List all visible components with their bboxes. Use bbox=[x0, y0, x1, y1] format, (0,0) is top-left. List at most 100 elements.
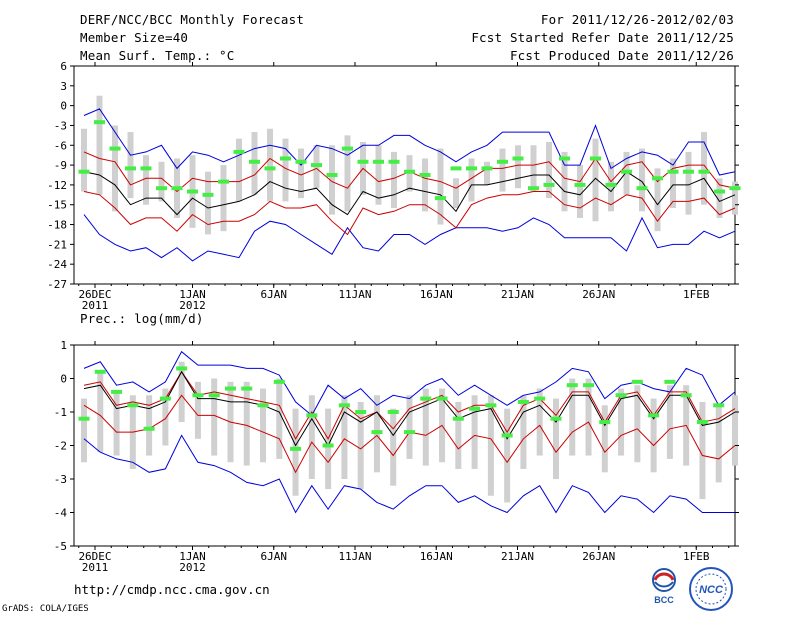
prec-observed-marker bbox=[696, 420, 708, 425]
prec-observed-marker bbox=[501, 433, 513, 438]
temp-observed-marker bbox=[621, 169, 632, 174]
prec-y-tick-label: -2 bbox=[54, 440, 67, 453]
prec-spread-box bbox=[715, 405, 722, 483]
temp-spread-box bbox=[127, 132, 134, 199]
temp-spread-box bbox=[205, 171, 211, 235]
prec-observed-marker bbox=[143, 426, 155, 431]
temp-observed-marker bbox=[404, 169, 415, 174]
prec-spread-box bbox=[276, 378, 283, 459]
prec-observed-marker bbox=[615, 393, 627, 398]
prec-spread-box bbox=[487, 395, 494, 496]
temp-observed-marker bbox=[187, 189, 198, 194]
prec-spread-box bbox=[292, 408, 299, 496]
member-size: Member Size=40 bbox=[80, 30, 189, 45]
prec-y-tick-label: 1 bbox=[60, 339, 67, 352]
temp-spread-box bbox=[685, 151, 692, 215]
prec-spread-box bbox=[357, 401, 364, 490]
prec-spread-box bbox=[406, 395, 413, 459]
prec-spread-box bbox=[422, 388, 429, 466]
temp-spread-box bbox=[344, 135, 351, 212]
prec-observed-marker bbox=[176, 366, 188, 371]
prec-spread-box bbox=[113, 391, 120, 456]
prec-spread-box bbox=[666, 385, 673, 459]
prec-spread-box bbox=[325, 408, 332, 490]
temp-spread-box bbox=[96, 95, 103, 195]
temp-x-tick-label: 11JAN bbox=[338, 288, 371, 301]
prec-spread-box bbox=[601, 405, 608, 473]
prec-x-tick-label: 6JAN bbox=[261, 550, 288, 563]
temp-observed-marker bbox=[202, 192, 214, 197]
temp-observed-marker bbox=[590, 156, 601, 161]
temp-observed-marker bbox=[574, 182, 586, 187]
temp-series-sd-lower bbox=[83, 191, 736, 236]
source-url[interactable]: http://cmdp.ncc.cma.gov.cn bbox=[74, 582, 270, 597]
temp-spread-box bbox=[298, 148, 304, 199]
prec-observed-marker bbox=[404, 430, 415, 435]
temp-observed-marker bbox=[94, 120, 105, 125]
prec-observed-marker bbox=[469, 406, 481, 411]
temp-spread-box bbox=[453, 178, 459, 209]
prec-observed-marker bbox=[241, 386, 253, 391]
prec-spread-box bbox=[97, 371, 104, 453]
temp-y-tick-label: -27 bbox=[47, 278, 67, 291]
temp-y-tick-label: 3 bbox=[60, 80, 67, 93]
temp-y-tick-label: -9 bbox=[54, 159, 67, 172]
temp-x-tick-year: 2011 bbox=[82, 299, 109, 312]
temp-y-tick-label: -3 bbox=[54, 119, 67, 132]
temp-series-min bbox=[83, 214, 736, 262]
variable-label-temp: Mean Surf. Temp.: °C bbox=[80, 48, 235, 63]
prec-observed-marker bbox=[680, 393, 692, 398]
bcc-logo-text: BCC bbox=[654, 595, 674, 605]
prec-spread-box bbox=[732, 395, 738, 466]
temp-observed-marker bbox=[466, 166, 477, 171]
temp-observed-marker bbox=[512, 156, 524, 161]
temp-spread-box bbox=[530, 145, 537, 192]
temp-observed-marker bbox=[156, 186, 167, 191]
temp-observed-marker bbox=[419, 173, 431, 177]
temp-spread-box bbox=[112, 125, 118, 212]
prec-y-tick-label: -1 bbox=[54, 406, 67, 419]
temp-x-tick-label: 1FEB bbox=[683, 288, 710, 301]
temp-spread-box bbox=[375, 145, 382, 205]
prec-spread-box bbox=[552, 398, 559, 479]
temp-observed-marker bbox=[249, 159, 260, 164]
prec-spread-box bbox=[341, 395, 348, 479]
temp-observed-marker bbox=[218, 179, 229, 184]
temp-spread-box bbox=[437, 148, 444, 225]
temp-spread-box bbox=[701, 132, 707, 205]
prec-spread-box bbox=[536, 388, 543, 456]
temp-y-tick-label: -24 bbox=[47, 258, 67, 271]
prec-x-tick-label: 26JAN bbox=[582, 550, 615, 563]
temp-spread-box bbox=[592, 138, 599, 222]
temp-spread-box bbox=[716, 178, 723, 218]
prec-observed-marker bbox=[648, 413, 660, 418]
temp-observed-marker bbox=[342, 146, 353, 151]
temp-spread-box bbox=[499, 148, 506, 192]
temp-spread-box bbox=[670, 158, 676, 209]
temp-observed-marker bbox=[233, 149, 245, 154]
prec-series-mean bbox=[83, 370, 736, 447]
temp-observed-marker bbox=[311, 163, 322, 168]
prec-observed-marker bbox=[436, 396, 448, 401]
temp-observed-marker bbox=[497, 159, 508, 164]
temp-series-max bbox=[83, 108, 736, 176]
prec-observed-marker bbox=[127, 403, 139, 408]
temp-observed-marker bbox=[543, 182, 555, 187]
prec-spread-box bbox=[520, 395, 527, 469]
temp-y-tick-label: -12 bbox=[47, 179, 67, 192]
temp-spread-box bbox=[81, 128, 87, 192]
prec-spread-box bbox=[146, 395, 153, 456]
temp-observed-marker bbox=[636, 186, 648, 191]
temp-spread-box bbox=[732, 181, 738, 215]
prec-observed-marker bbox=[111, 389, 123, 394]
temp-spread-box bbox=[267, 128, 273, 202]
prec-observed-marker bbox=[290, 446, 302, 451]
temp-observed-marker bbox=[280, 156, 291, 161]
prec-observed-marker bbox=[713, 403, 725, 408]
temp-observed-marker bbox=[683, 169, 694, 174]
prec-spread-box bbox=[650, 398, 657, 473]
temp-observed-marker bbox=[714, 189, 725, 194]
temp-y-tick-label: 6 bbox=[60, 60, 67, 73]
prec-x-tick-label: 26DEC bbox=[78, 550, 111, 563]
temp-y-tick-label: -6 bbox=[54, 139, 67, 152]
